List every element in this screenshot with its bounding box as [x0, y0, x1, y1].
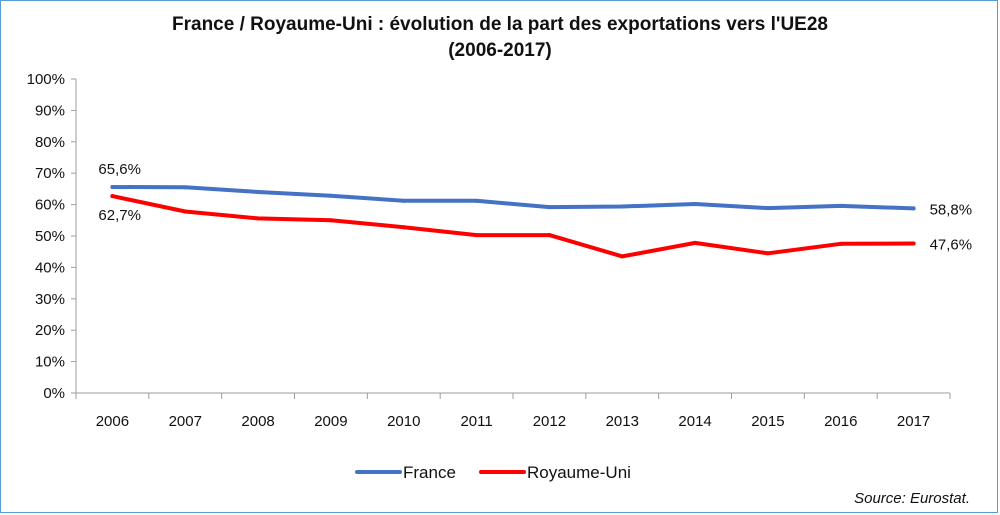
x-tick-label: 2007: [169, 413, 202, 430]
y-tick-label: 50%: [35, 228, 65, 245]
data-point: [474, 198, 479, 203]
data-point: [328, 193, 333, 198]
data-point: [256, 216, 261, 221]
data-point: [401, 225, 406, 230]
data-point: [765, 206, 770, 211]
data-point: [838, 241, 843, 246]
y-tick-label: 10%: [35, 354, 65, 371]
chart-subtitle: (2006-2017): [448, 40, 552, 61]
data-point: [547, 233, 552, 238]
legend-label: France: [403, 463, 456, 482]
y-tick-label: 90%: [35, 102, 65, 119]
data-label: 65,6%: [98, 161, 141, 178]
y-tick-label: 40%: [35, 259, 65, 276]
x-tick-label: 2012: [533, 413, 566, 430]
series-line: [110, 194, 916, 259]
y-tick-label: 60%: [35, 197, 65, 214]
x-tick-label: 2008: [241, 413, 274, 430]
data-label: 58,8%: [930, 201, 973, 218]
legend-label: Royaume-Uni: [527, 463, 631, 482]
data-point: [693, 201, 698, 206]
x-tick-label: 2013: [606, 413, 639, 430]
data-point: [328, 218, 333, 223]
data-point: [183, 185, 188, 190]
x-tick-label: 2017: [897, 413, 930, 430]
data-point: [256, 190, 261, 195]
data-point: [838, 203, 843, 208]
chart-title-line: France / Royaume-Uni : évolution de la p…: [172, 14, 828, 35]
data-point: [693, 240, 698, 245]
y-tick-label: 20%: [35, 322, 65, 339]
data-point: [911, 206, 916, 211]
data-point: [911, 241, 916, 246]
x-tick-label: 2015: [751, 413, 784, 430]
data-point: [110, 185, 115, 190]
data-point: [620, 254, 625, 259]
y-tick-label: 100%: [27, 71, 65, 88]
data-point: [765, 251, 770, 256]
data-label: 47,6%: [930, 237, 973, 254]
series-line: [110, 185, 916, 211]
data-point: [474, 233, 479, 238]
data-point: [620, 204, 625, 209]
source-note: Source: Eurostat.: [854, 490, 970, 507]
data-point: [183, 209, 188, 214]
y-tick-label: 70%: [35, 165, 65, 182]
data-point: [401, 198, 406, 203]
y-tick-label: 30%: [35, 291, 65, 308]
x-tick-label: 2010: [387, 413, 420, 430]
data-point: [110, 194, 115, 199]
y-tick-label: 0%: [43, 385, 65, 402]
chart-title: France / Royaume-Uni : évolution de la p…: [0, 12, 1000, 64]
x-tick-label: 2009: [314, 413, 347, 430]
data-label: 62,7%: [98, 207, 141, 224]
y-tick-label: 80%: [35, 134, 65, 151]
x-tick-label: 2014: [678, 413, 711, 430]
x-tick-label: 2006: [96, 413, 129, 430]
x-tick-label: 2011: [460, 413, 492, 430]
data-point: [547, 205, 552, 210]
x-tick-label: 2016: [824, 413, 857, 430]
